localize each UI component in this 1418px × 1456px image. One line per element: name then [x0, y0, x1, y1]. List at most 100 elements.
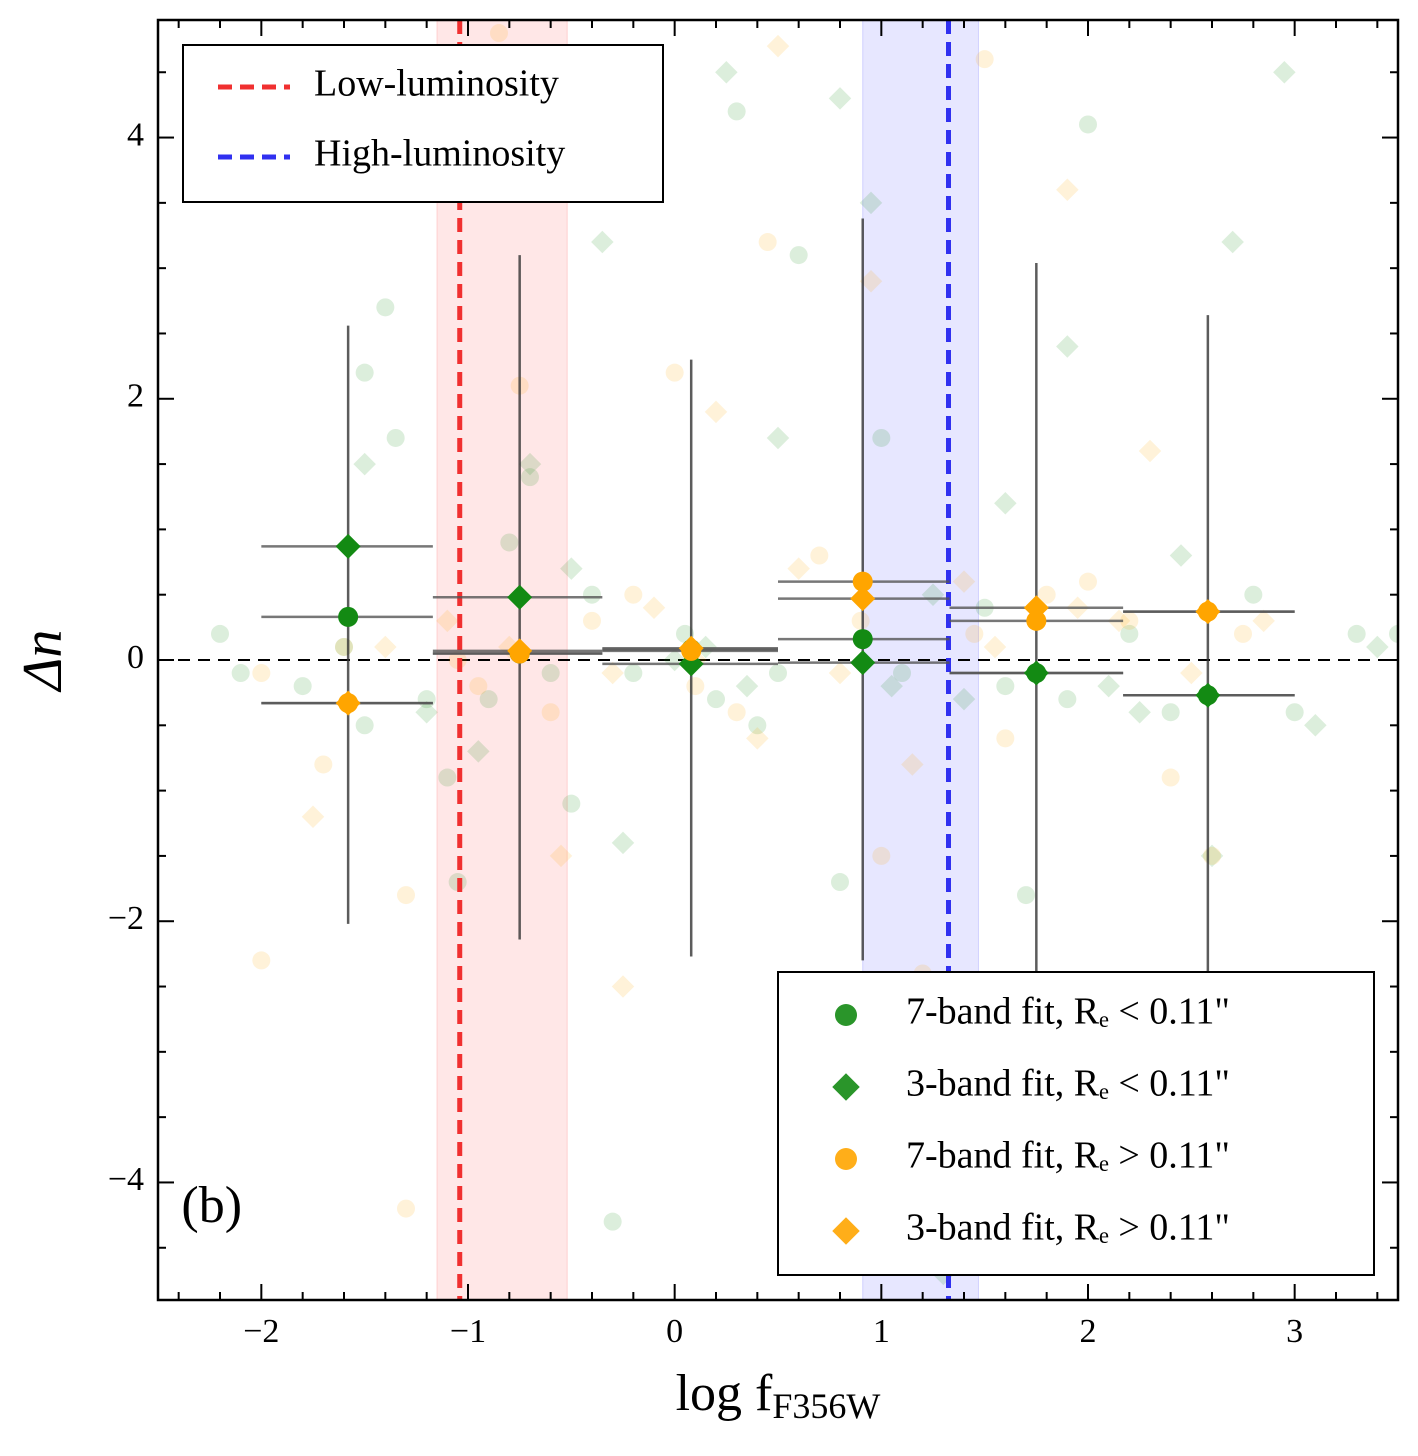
- x-tick-label: 3: [1286, 1313, 1303, 1350]
- scatter-point: [1285, 703, 1304, 722]
- scatter-point: [603, 1212, 622, 1231]
- legend-label: 7-band fit, Rₑ < 0.11": [906, 991, 1230, 1033]
- scatter-point: [996, 729, 1015, 748]
- x-tick-label: 2: [1080, 1313, 1097, 1350]
- scatter-point: [901, 753, 924, 776]
- scatter-point: [810, 546, 829, 565]
- scatter-point: [560, 557, 583, 580]
- scatter-point: [583, 611, 601, 630]
- scatter-point: [397, 1199, 415, 1218]
- binned-point: [507, 638, 533, 664]
- scatter-point: [374, 635, 397, 659]
- binned-point: [335, 533, 361, 559]
- scatter-point: [1128, 700, 1151, 724]
- legend-label: 3-band fit, Rₑ > 0.11": [906, 1207, 1230, 1249]
- scatter-point: [521, 468, 539, 487]
- scatter-point: [758, 233, 777, 252]
- scatter-point: [872, 846, 891, 865]
- scatter-point: [859, 191, 883, 215]
- scatter-point: [591, 230, 614, 254]
- scatter-point: [469, 677, 488, 696]
- scatter-point: [1079, 572, 1097, 591]
- scatter-point: [766, 34, 790, 58]
- y-tick-label: −2: [108, 900, 144, 937]
- scatter-point: [314, 755, 333, 774]
- scatter-point: [479, 690, 498, 709]
- scatter-point: [1161, 703, 1180, 722]
- scatter-point: [601, 661, 624, 685]
- x-axis-label: log fF356W: [676, 1365, 881, 1426]
- scatter-point: [748, 716, 767, 735]
- legend-label: High-luminosity: [314, 133, 565, 175]
- y-axis-label: Δn: [12, 630, 74, 693]
- legend-marker: [832, 1073, 860, 1101]
- binned-point: [852, 571, 873, 592]
- scatter-point: [231, 664, 250, 683]
- binned-point: [507, 584, 533, 610]
- legend-box: [182, 44, 664, 203]
- scatter-point: [397, 886, 415, 905]
- scatter-point: [1169, 544, 1193, 567]
- scatter-point: [490, 24, 508, 43]
- scatter-point: [893, 664, 911, 683]
- legend-box: [777, 971, 1375, 1276]
- binned-point: [338, 606, 359, 627]
- binned-point: [1023, 595, 1049, 621]
- scatter-point: [1017, 886, 1035, 905]
- scatter-point: [1221, 230, 1244, 254]
- scatter-point: [1304, 714, 1327, 737]
- legend-label: 7-band fit, Rₑ > 0.11": [906, 1135, 1230, 1177]
- scatter-point: [975, 50, 994, 69]
- scatter-point: [983, 635, 1007, 659]
- scatter-point: [686, 677, 705, 696]
- y-tick-label: 2: [127, 378, 144, 415]
- scatter-point: [376, 298, 395, 317]
- scatter-point: [211, 624, 229, 643]
- binned-point: [850, 650, 876, 676]
- binned-point: [850, 586, 876, 612]
- scatter-point: [1056, 178, 1079, 202]
- x-tick-label: −1: [450, 1313, 486, 1350]
- y-tick-label: 4: [127, 116, 144, 153]
- axes: −2 −1 0 1 2 3 −4 −2 0 2 4 log fF356W Δn (b) Low-lumino…: [12, 18, 1400, 1426]
- legend-marker: [835, 1148, 857, 1170]
- scatter-point: [1058, 690, 1077, 709]
- scatter-point: [1389, 624, 1398, 643]
- scatter-point: [518, 452, 542, 476]
- scatter-point: [921, 583, 945, 606]
- scatter-point: [1244, 585, 1263, 604]
- scatter-point: [1079, 115, 1097, 134]
- scatter-point: [746, 727, 769, 750]
- scatter-point: [1203, 846, 1221, 865]
- scatter-point: [541, 664, 560, 683]
- scatter-point: [880, 674, 903, 698]
- scatter-point: [851, 611, 870, 630]
- scatter-point: [952, 570, 976, 593]
- legend-marker: [832, 1217, 860, 1245]
- scatter-point: [386, 428, 405, 447]
- annotation: (b): [181, 1177, 242, 1234]
- binned-point: [1195, 682, 1221, 708]
- legend-label: 3-band fit, Rₑ < 0.11": [906, 1063, 1230, 1105]
- scatter-point: [624, 664, 643, 683]
- scatter-point: [727, 102, 746, 121]
- scatter-point: [500, 533, 519, 552]
- x-tick-label: −2: [243, 1313, 279, 1350]
- scatter-point: [1200, 844, 1224, 868]
- legend-label: Low-luminosity: [314, 63, 559, 105]
- binned-point: [335, 690, 361, 716]
- scatter-point: [438, 768, 457, 787]
- binned-point: [678, 635, 704, 661]
- scatter-point: [1347, 624, 1366, 643]
- scatter-point: [715, 60, 738, 84]
- scatter-point: [727, 703, 746, 722]
- binned-point: [1023, 660, 1049, 686]
- scatter-point: [1366, 635, 1389, 659]
- binned-point: [1195, 599, 1221, 625]
- scatter-point: [252, 951, 271, 970]
- scatter-point: [611, 831, 635, 855]
- binned-point: [852, 629, 873, 650]
- binned-point: [1026, 610, 1047, 631]
- scatter-point: [1120, 624, 1139, 643]
